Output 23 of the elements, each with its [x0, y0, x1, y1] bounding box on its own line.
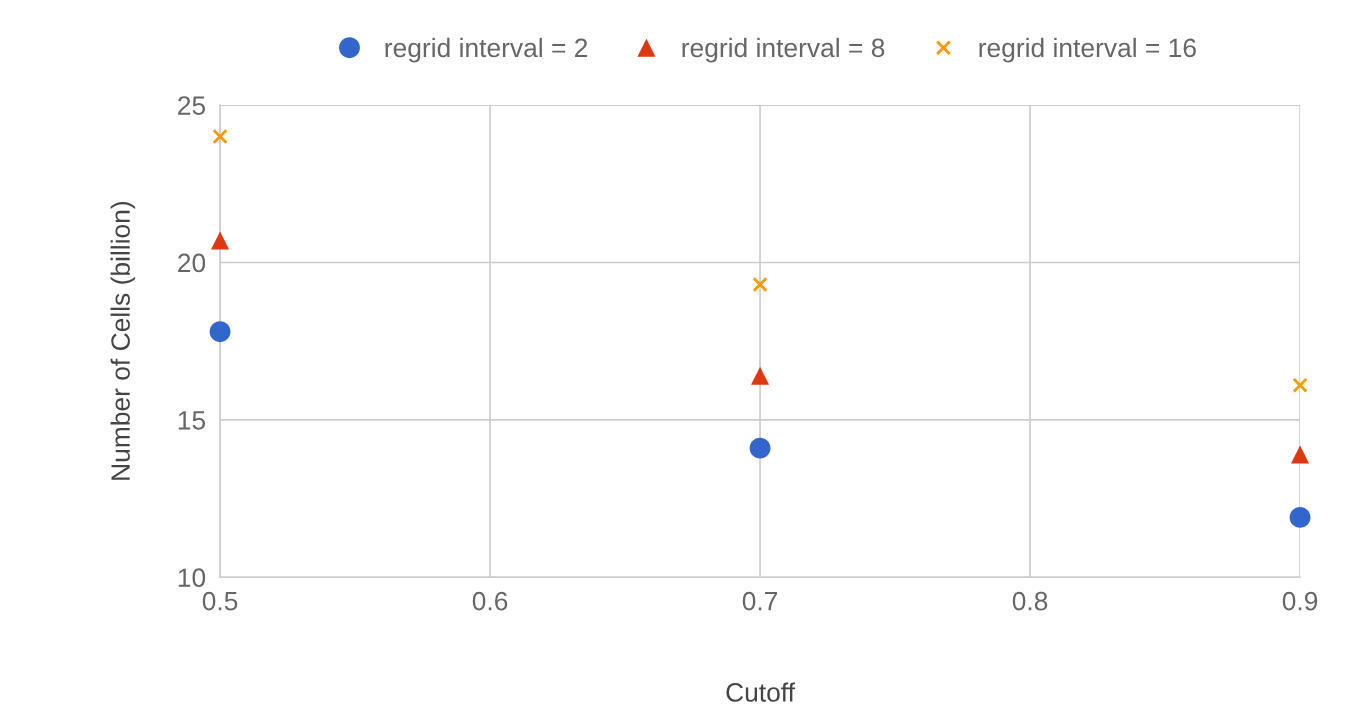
point: [211, 231, 230, 250]
legend-label: regrid interval = 2: [385, 37, 588, 63]
point: [1292, 377, 1308, 393]
x-tick-label: 0.6: [472, 591, 508, 611]
y-tick-label: 25: [178, 96, 206, 115]
point: [212, 128, 228, 145]
legend-label: regrid interval = 16: [979, 37, 1196, 63]
point: [752, 276, 768, 293]
point: [1291, 445, 1310, 464]
point: [1289, 507, 1311, 528]
y-tick-label: 20: [178, 253, 206, 273]
y-tick-label: 15: [178, 411, 206, 430]
point: [749, 437, 771, 459]
x-tick-label: 0.5: [202, 591, 238, 611]
y-axis-title: Number of Cells (billion): [110, 202, 136, 480]
x-tick-label: 0.7: [742, 591, 778, 611]
point: [209, 321, 231, 343]
y-tick-label: 10: [178, 568, 206, 588]
x-tick-label: 0.8: [1012, 591, 1048, 611]
legend-label: regrid interval = 8: [682, 37, 885, 63]
point: [751, 366, 770, 385]
x-axis-title: Cutoff: [726, 682, 796, 702]
x-tick-label: 0.9: [1282, 591, 1318, 611]
